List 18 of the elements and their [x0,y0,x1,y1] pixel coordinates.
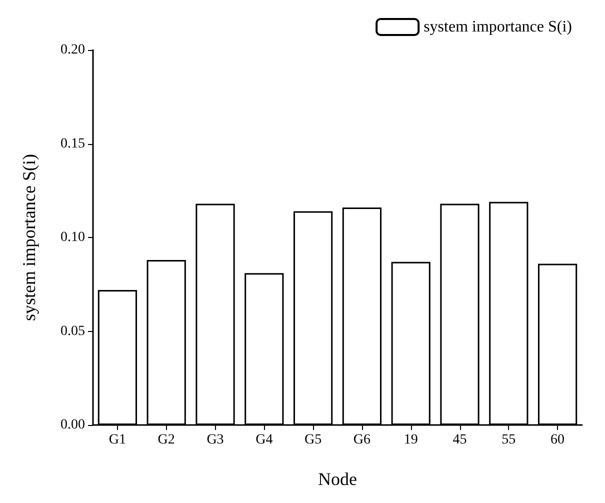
legend-label: system importance S(i) [424,18,572,36]
y-tick-label: 0.00 [60,418,85,432]
x-tick-label: G2 [158,432,175,448]
y-axis-title: system importance S(i) [19,154,39,321]
y-tick-label: 0.20 [60,42,85,58]
x-tick-label: G4 [256,432,273,448]
x-tick-label: G1 [108,432,126,448]
x-tick-label: 55 [502,432,516,448]
x-tick-label: G3 [206,432,224,448]
y-tick-label: 0.10 [60,230,85,245]
x-axis-title: Node [318,469,357,489]
x-tick-label: 60 [550,432,565,448]
y-tick-label: 0.15 [60,136,85,152]
x-tick-label: G6 [353,432,371,448]
x-tick-label: 45 [452,432,467,448]
x-tick-label: 19 [404,432,418,448]
y-tick-label: 0.05 [60,324,85,339]
x-tick-label: G5 [304,432,322,448]
